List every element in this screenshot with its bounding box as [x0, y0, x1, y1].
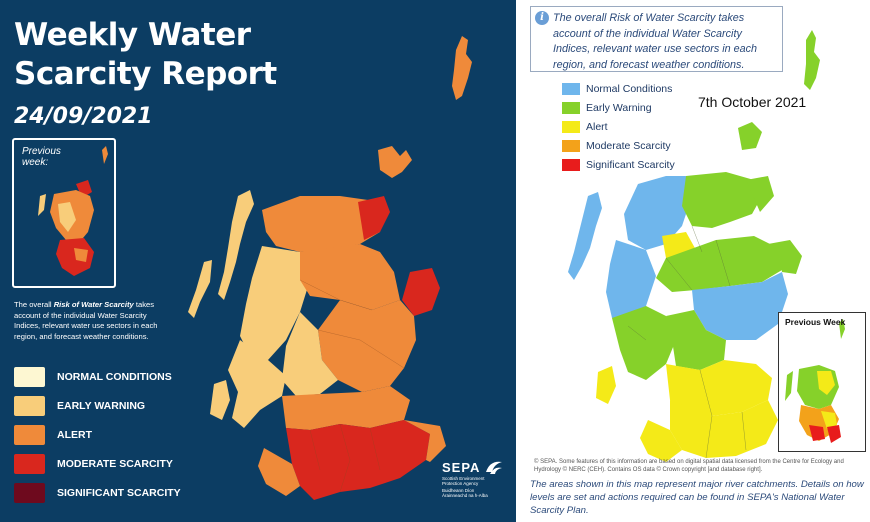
- legend-label: Moderate Scarcity: [586, 140, 671, 152]
- logo-sub-4: Àrainneachd na h-Alba: [442, 493, 488, 498]
- legend-item-normal: NORMAL CONDITIONS: [14, 366, 172, 388]
- legend-swatch: [562, 121, 580, 133]
- info-text: The overall Risk of Water Scarcity takes…: [553, 12, 758, 71]
- logo-sub-2: Protection Agency: [442, 481, 479, 486]
- scotland-water-scarcity-map-7-oct: [568, 30, 820, 462]
- legend-label: Significant Scarcity: [586, 159, 675, 171]
- previous-week-map: [38, 146, 108, 276]
- legend-item-alert: Alert: [562, 120, 608, 134]
- logo-sub-3: Buidheann Dìon: [442, 488, 475, 493]
- legend-label: EARLY WARNING: [57, 400, 146, 412]
- legend-item-early-warning: EARLY WARNING: [14, 395, 145, 417]
- left-report-panel: Weekly Water Scarcity Report 24/09/2021 …: [0, 0, 516, 522]
- legend-label: NORMAL CONDITIONS: [57, 371, 172, 383]
- legend-swatch: [14, 483, 45, 503]
- info-panel: i The overall Risk of Water Scarcity tak…: [530, 6, 783, 72]
- legend-label: MODERATE SCARCITY: [57, 458, 173, 470]
- legend-item-early-warning: Early Warning: [562, 101, 652, 115]
- title-line-2: Scarcity Report: [14, 56, 277, 92]
- legend-swatch: [14, 425, 45, 445]
- legend-label: SIGNIFICANT SCARCITY: [57, 487, 181, 499]
- report-date: 7th October 2021: [698, 94, 807, 110]
- legend-item-alert: ALERT: [14, 424, 92, 446]
- legend-label: Alert: [586, 121, 608, 133]
- legend-swatch: [14, 367, 45, 387]
- previous-week-label: Previous week:: [22, 146, 61, 168]
- scotland-water-scarcity-map-24-09: [188, 36, 472, 500]
- legend-label: ALERT: [57, 429, 92, 441]
- legend-swatch: [562, 83, 580, 95]
- copyright-notice: © SEPA. Some features of this informatio…: [534, 459, 844, 473]
- legend-label: Normal Conditions: [586, 83, 673, 95]
- legend-swatch: [14, 454, 45, 474]
- info-icon: i: [535, 11, 549, 25]
- description-before: The overall: [14, 300, 54, 309]
- previous-week-inset: Previous Week: [778, 312, 866, 452]
- description-after: takes account of the individual Water Sc…: [14, 300, 158, 341]
- sepa-logo: SEPA Scottish Environment Protection Age…: [442, 458, 506, 504]
- legend-item-significant: SIGNIFICANT SCARCITY: [14, 482, 181, 504]
- legend-item-moderate: Moderate Scarcity: [562, 139, 671, 153]
- legend-swatch: [562, 102, 580, 114]
- previous-week-label: Previous Week: [785, 317, 846, 327]
- footer-note: The areas shown in this map represent ma…: [530, 479, 864, 516]
- sepa-logo-subtitle: Scottish Environment Protection Agency B…: [442, 476, 500, 498]
- sepa-wave-icon: [486, 461, 502, 474]
- legend-swatch: [562, 140, 580, 152]
- logo-sub-1: Scottish Environment: [442, 476, 485, 481]
- description-bold: Risk of Water Scarcity: [53, 300, 134, 309]
- report-title: Weekly Water Scarcity Report: [14, 16, 314, 94]
- report-date: 24/09/2021: [14, 104, 153, 129]
- legend-label: Early Warning: [586, 102, 652, 114]
- previous-week-inset: Previous week:: [12, 138, 116, 288]
- legend-swatch: [562, 159, 580, 171]
- legend-swatch: [14, 396, 45, 416]
- legend-item-moderate: MODERATE SCARCITY: [14, 453, 173, 475]
- previous-week-map: [785, 319, 845, 443]
- right-report-panel: i The overall Risk of Water Scarcity tak…: [516, 0, 870, 522]
- title-line-1: Weekly Water: [14, 17, 251, 53]
- legend-item-significant: Significant Scarcity: [562, 158, 675, 172]
- legend-item-normal: Normal Conditions: [562, 82, 672, 96]
- sepa-logo-text: SEPA: [442, 460, 481, 475]
- risk-description: The overall Risk of Water Scarcity takes…: [14, 300, 160, 342]
